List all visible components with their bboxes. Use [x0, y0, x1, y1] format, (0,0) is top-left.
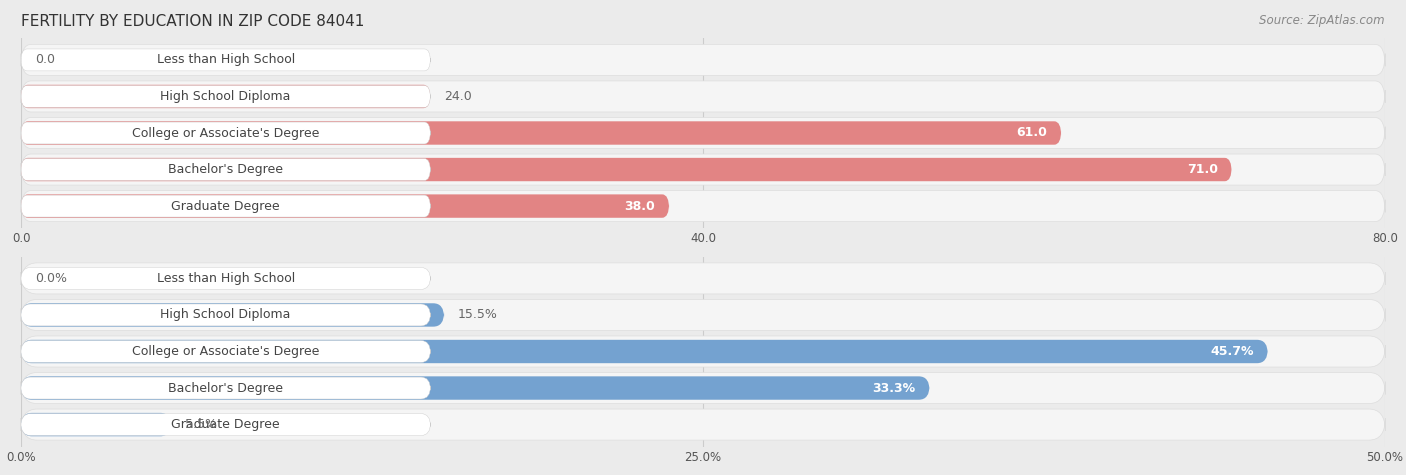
- Text: 0.0: 0.0: [35, 53, 55, 67]
- FancyBboxPatch shape: [21, 49, 430, 71]
- Text: FERTILITY BY EDUCATION IN ZIP CODE 84041: FERTILITY BY EDUCATION IN ZIP CODE 84041: [21, 14, 364, 29]
- FancyBboxPatch shape: [21, 304, 430, 326]
- FancyBboxPatch shape: [21, 341, 430, 362]
- FancyBboxPatch shape: [21, 377, 430, 399]
- FancyBboxPatch shape: [21, 190, 1385, 222]
- FancyBboxPatch shape: [21, 414, 430, 436]
- FancyBboxPatch shape: [21, 117, 1385, 149]
- FancyBboxPatch shape: [21, 267, 430, 289]
- Text: 0.0%: 0.0%: [35, 272, 66, 285]
- FancyBboxPatch shape: [21, 194, 669, 218]
- Text: 71.0: 71.0: [1187, 163, 1218, 176]
- FancyBboxPatch shape: [21, 299, 1385, 331]
- Text: 61.0: 61.0: [1017, 126, 1047, 140]
- FancyBboxPatch shape: [21, 195, 430, 217]
- FancyBboxPatch shape: [21, 44, 1385, 76]
- Text: High School Diploma: High School Diploma: [160, 308, 291, 322]
- Text: Less than High School: Less than High School: [156, 53, 295, 67]
- FancyBboxPatch shape: [21, 122, 430, 144]
- Text: College or Associate's Degree: College or Associate's Degree: [132, 126, 319, 140]
- Text: Source: ZipAtlas.com: Source: ZipAtlas.com: [1260, 14, 1385, 27]
- Text: Less than High School: Less than High School: [156, 272, 295, 285]
- Text: High School Diploma: High School Diploma: [160, 90, 291, 103]
- FancyBboxPatch shape: [21, 158, 1232, 181]
- Text: 38.0: 38.0: [624, 200, 655, 213]
- FancyBboxPatch shape: [21, 340, 1268, 363]
- Text: 5.5%: 5.5%: [184, 418, 217, 431]
- Text: College or Associate's Degree: College or Associate's Degree: [132, 345, 319, 358]
- FancyBboxPatch shape: [21, 303, 444, 327]
- Text: Bachelor's Degree: Bachelor's Degree: [169, 381, 283, 395]
- Text: 45.7%: 45.7%: [1211, 345, 1254, 358]
- Text: Graduate Degree: Graduate Degree: [172, 200, 280, 213]
- FancyBboxPatch shape: [21, 376, 929, 400]
- Text: 24.0: 24.0: [444, 90, 471, 103]
- FancyBboxPatch shape: [21, 372, 1385, 404]
- Text: Bachelor's Degree: Bachelor's Degree: [169, 163, 283, 176]
- FancyBboxPatch shape: [21, 409, 1385, 440]
- FancyBboxPatch shape: [21, 263, 1385, 294]
- FancyBboxPatch shape: [21, 159, 430, 180]
- FancyBboxPatch shape: [21, 86, 430, 107]
- FancyBboxPatch shape: [21, 154, 1385, 185]
- Text: 15.5%: 15.5%: [457, 308, 498, 322]
- Text: 33.3%: 33.3%: [873, 381, 915, 395]
- FancyBboxPatch shape: [21, 121, 1062, 145]
- Text: Graduate Degree: Graduate Degree: [172, 418, 280, 431]
- FancyBboxPatch shape: [21, 336, 1385, 367]
- FancyBboxPatch shape: [21, 85, 430, 108]
- FancyBboxPatch shape: [21, 413, 172, 436]
- FancyBboxPatch shape: [21, 81, 1385, 112]
